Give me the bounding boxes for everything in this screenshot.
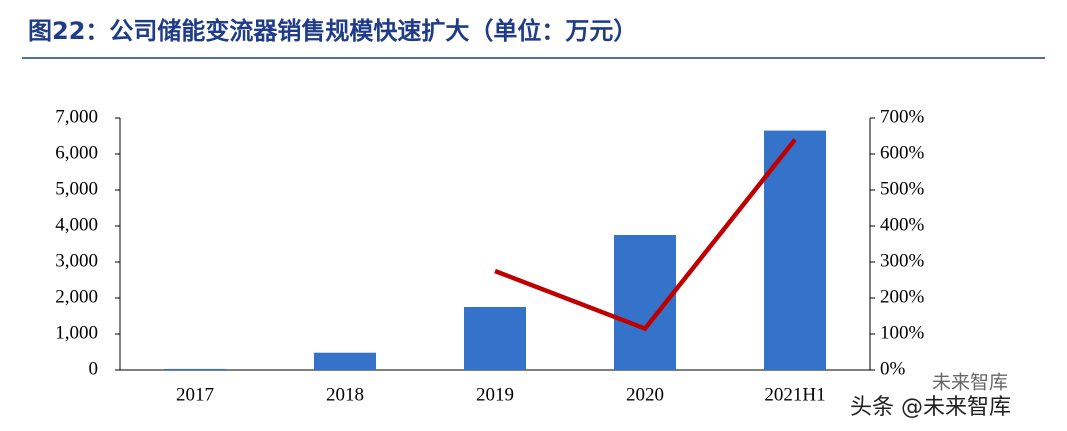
y-tick-label: 5,000 <box>55 178 98 199</box>
y2-tick-label: 100% <box>880 322 925 343</box>
y-tick-label: 2,000 <box>55 286 98 307</box>
chart-title: 图22：公司储能变流器销售规模快速扩大（单位：万元） <box>28 17 637 45</box>
y2-tick-label: 400% <box>880 214 925 235</box>
y-tick-label: 1,000 <box>55 322 98 343</box>
y-tick-label: 0 <box>89 358 99 379</box>
y-tick-label: 4,000 <box>55 214 98 235</box>
x-tick-label: 2018 <box>326 384 364 405</box>
y2-tick-label: 600% <box>880 142 925 163</box>
y-tick-label: 6,000 <box>55 142 98 163</box>
x-tick-label: 2019 <box>476 384 514 405</box>
x-tick-label: 2021H1 <box>764 384 825 405</box>
watermark-badge: 未来智库 <box>932 372 1008 394</box>
y2-tick-label: 0% <box>880 358 906 379</box>
watermark: 头条 @未来智库 <box>850 395 1011 420</box>
x-tick-label: 2017 <box>176 384 214 405</box>
y2-tick-label: 500% <box>880 178 925 199</box>
y2-tick-label: 300% <box>880 250 925 271</box>
line <box>494 138 797 332</box>
bar <box>314 352 376 370</box>
x-tick-label: 2020 <box>626 384 664 405</box>
bar <box>164 368 226 370</box>
bar <box>764 130 826 370</box>
y-tick-label: 7,000 <box>55 106 98 127</box>
y2-tick-label: 200% <box>880 286 925 307</box>
y-tick-label: 3,000 <box>55 250 98 271</box>
bar <box>464 307 526 370</box>
y2-tick-label: 700% <box>880 106 925 127</box>
